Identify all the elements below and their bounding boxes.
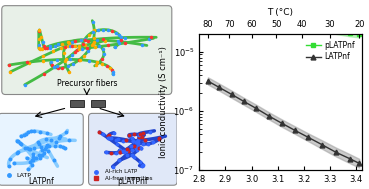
FancyBboxPatch shape [2,6,172,94]
FancyBboxPatch shape [0,113,83,185]
pLATPnf [334,29,338,32]
LATPnf [254,107,259,110]
Line: LATPnf: LATPnf [206,79,362,166]
LATPnf [357,162,362,164]
X-axis label: T (°C): T (°C) [268,8,293,17]
pLATPnf [306,24,310,26]
pLATPnf [206,2,210,5]
LATPnf [306,136,310,138]
LATPnf [267,115,271,117]
LATPnf [334,151,338,153]
LATPnf [206,80,210,82]
LATPnf [230,93,234,96]
Text: Al-free impurities: Al-free impurities [104,176,152,180]
Text: Al-rich LATP: Al-rich LATP [104,169,137,174]
pLATPnf [280,20,284,22]
Line: pLATPnf: pLATPnf [206,1,362,36]
pLATPnf [217,5,221,8]
pLATPnf [320,27,324,29]
LATPnf [320,143,324,146]
pLATPnf [267,18,271,20]
FancyBboxPatch shape [89,113,177,185]
pLATPnf [348,32,352,34]
pLATPnf [254,15,259,17]
pLATPnf [293,22,297,24]
Text: LATP: LATP [16,173,31,178]
Text: LATPnf: LATPnf [28,177,54,186]
pLATPnf [230,8,234,11]
Text: Precursor fibers: Precursor fibers [56,79,117,88]
FancyBboxPatch shape [91,100,106,107]
LATPnf [348,158,352,160]
Text: pLATPnf: pLATPnf [118,177,148,186]
LATPnf [242,100,246,102]
pLATPnf [242,11,246,14]
Legend: pLATPnf, LATPnf: pLATPnf, LATPnf [303,38,358,64]
pLATPnf [357,33,362,35]
LATPnf [280,122,284,124]
LATPnf [293,129,297,132]
FancyBboxPatch shape [70,100,84,107]
Y-axis label: Ionic conductivity (S cm⁻¹): Ionic conductivity (S cm⁻¹) [159,46,168,158]
LATPnf [217,86,221,88]
